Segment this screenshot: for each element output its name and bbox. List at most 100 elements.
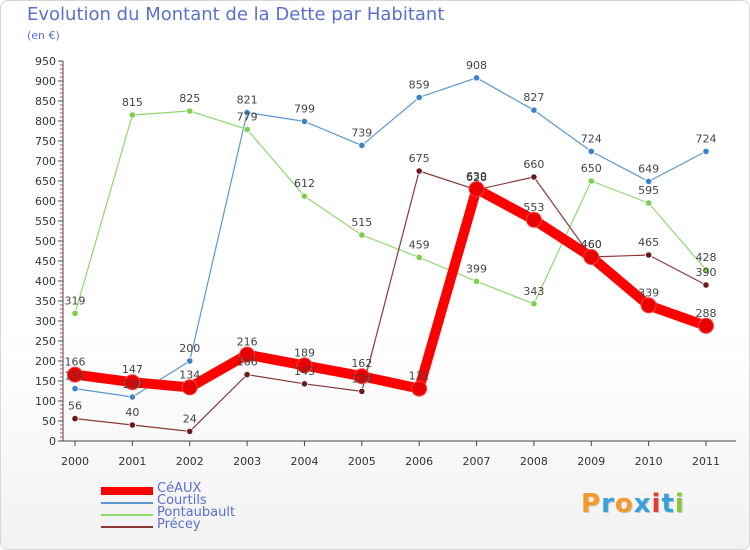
data-point-pr-cey: [186, 427, 194, 435]
data-label-c-aux: 630: [466, 170, 487, 183]
logo-letter: t: [661, 489, 675, 519]
data-point-c-aux: [583, 249, 600, 265]
data-label-pr-cey: 628: [466, 171, 487, 184]
data-point-c-aux: [181, 379, 198, 396]
x-tick-label: 2003: [233, 455, 261, 468]
data-label-pr-cey: 390: [696, 266, 717, 279]
data-label-pr-cey: 465: [638, 236, 659, 249]
legend-item: CéAUX: [101, 481, 321, 496]
data-point-courtils: [472, 74, 481, 82]
data-point-pr-cey: [645, 251, 653, 259]
data-label-courtils: 724: [581, 132, 602, 145]
data-label-pr-cey: 166: [237, 356, 258, 369]
data-label-c-aux: 553: [523, 201, 544, 214]
series-line-c-aux: [74, 184, 708, 394]
data-point-c-aux: [124, 374, 141, 391]
data-point-pr-cey: [530, 173, 538, 181]
x-tick-label: 2000: [61, 455, 89, 468]
y-tick-label: 350: [35, 295, 56, 308]
y-tick-label: 550: [35, 215, 56, 228]
data-label-courtils: 110: [122, 378, 143, 391]
data-point-pr-cey: [128, 421, 136, 429]
data-point-courtils: [300, 117, 309, 126]
x-tick-label: 2009: [577, 455, 605, 468]
x-tick-label: 2005: [348, 455, 376, 468]
series-layer: [67, 74, 714, 435]
x-tick-label: 2008: [520, 455, 548, 468]
data-point-pr-cey: [243, 370, 251, 379]
data-label-courtils: 200: [179, 342, 200, 355]
data-point-courtils: [186, 357, 194, 365]
y-tick-label: 100: [35, 395, 56, 408]
data-point-pontaubault: [186, 107, 194, 115]
data-label-c-aux: 134: [179, 368, 200, 381]
data-point-pontaubault: [415, 253, 423, 261]
x-tick-label: 2007: [463, 455, 491, 468]
data-label-c-aux: 162: [351, 357, 372, 370]
x-tick-label: 2001: [118, 455, 146, 468]
y-tick-label: 800: [35, 115, 56, 128]
legend-label: Pontaubault: [157, 505, 236, 520]
data-label-c-aux: 131: [409, 370, 430, 383]
data-point-pontaubault: [472, 277, 481, 285]
data-label-c-aux: 216: [237, 336, 258, 349]
x-tick-label: 2011: [692, 455, 720, 468]
y-tick-label: 850: [35, 95, 56, 108]
data-point-courtils: [128, 393, 136, 401]
data-label-pontaubault: 459: [409, 238, 430, 251]
data-label-c-aux: 166: [65, 356, 86, 369]
data-point-pr-cey: [300, 380, 309, 388]
data-point-courtils: [358, 141, 366, 149]
legend-item: Pontaubault: [101, 505, 321, 520]
data-point-courtils: [530, 106, 538, 114]
data-point-pontaubault: [358, 231, 366, 239]
data-point-pr-cey: [358, 387, 366, 395]
data-point-pontaubault: [128, 111, 136, 119]
x-tick-label: 2004: [290, 455, 318, 468]
logo-letter: P: [581, 489, 602, 519]
y-tick-label: 750: [35, 135, 56, 148]
data-label-courtils: 739: [351, 126, 372, 139]
data-point-pontaubault: [702, 266, 710, 274]
data-label-pontaubault: 428: [696, 251, 717, 264]
axes: 0 50 100 150 200 250 300 350 400 450 500 550 600 650 7…: [35, 55, 736, 468]
data-label-c-aux: 460: [581, 238, 602, 251]
legend-label: CéAUX: [157, 481, 202, 496]
data-label-courtils: 827: [523, 91, 544, 104]
y-tick-label: 150: [35, 375, 56, 388]
data-point-c-aux: [525, 211, 542, 228]
y-tick-label: 400: [35, 275, 56, 288]
data-label-pontaubault: 825: [179, 92, 200, 105]
y-tick-label: 450: [35, 255, 56, 268]
data-label-pr-cey: 460: [581, 238, 602, 251]
data-label-pontaubault: 779: [237, 110, 258, 123]
legend-swatch: [101, 514, 153, 516]
legend-item: Courtils: [101, 494, 321, 508]
data-point-courtils: [243, 109, 251, 117]
data-label-courtils: 131: [65, 370, 86, 383]
data-point-pr-cey: [71, 414, 79, 423]
data-point-c-aux: [239, 346, 256, 363]
legend-swatch: [101, 487, 153, 495]
data-label-c-aux: 339: [638, 286, 659, 299]
data-point-courtils: [587, 147, 595, 155]
data-label-pr-cey: 124: [351, 372, 372, 385]
data-label-pontaubault: 343: [523, 285, 544, 298]
y-tick-label: 300: [35, 315, 56, 328]
logo-letter: i: [651, 489, 662, 519]
y-tick-label: 50: [42, 415, 56, 428]
x-tick-label: 2006: [405, 455, 433, 468]
data-label-c-aux: 288: [696, 307, 717, 320]
y-tick-label: 500: [35, 235, 56, 248]
data-point-c-aux: [698, 317, 714, 334]
data-point-pr-cey: [415, 167, 423, 175]
legend-swatch: [101, 502, 153, 504]
data-point-c-aux: [468, 181, 485, 197]
data-point-pontaubault: [530, 300, 538, 308]
legend-swatch: [101, 526, 153, 528]
logo-letter: i: [674, 489, 685, 519]
x-tick-label: 2002: [176, 455, 204, 468]
y-tick-label: 200: [35, 355, 56, 368]
data-label-courtils: 859: [409, 78, 430, 91]
